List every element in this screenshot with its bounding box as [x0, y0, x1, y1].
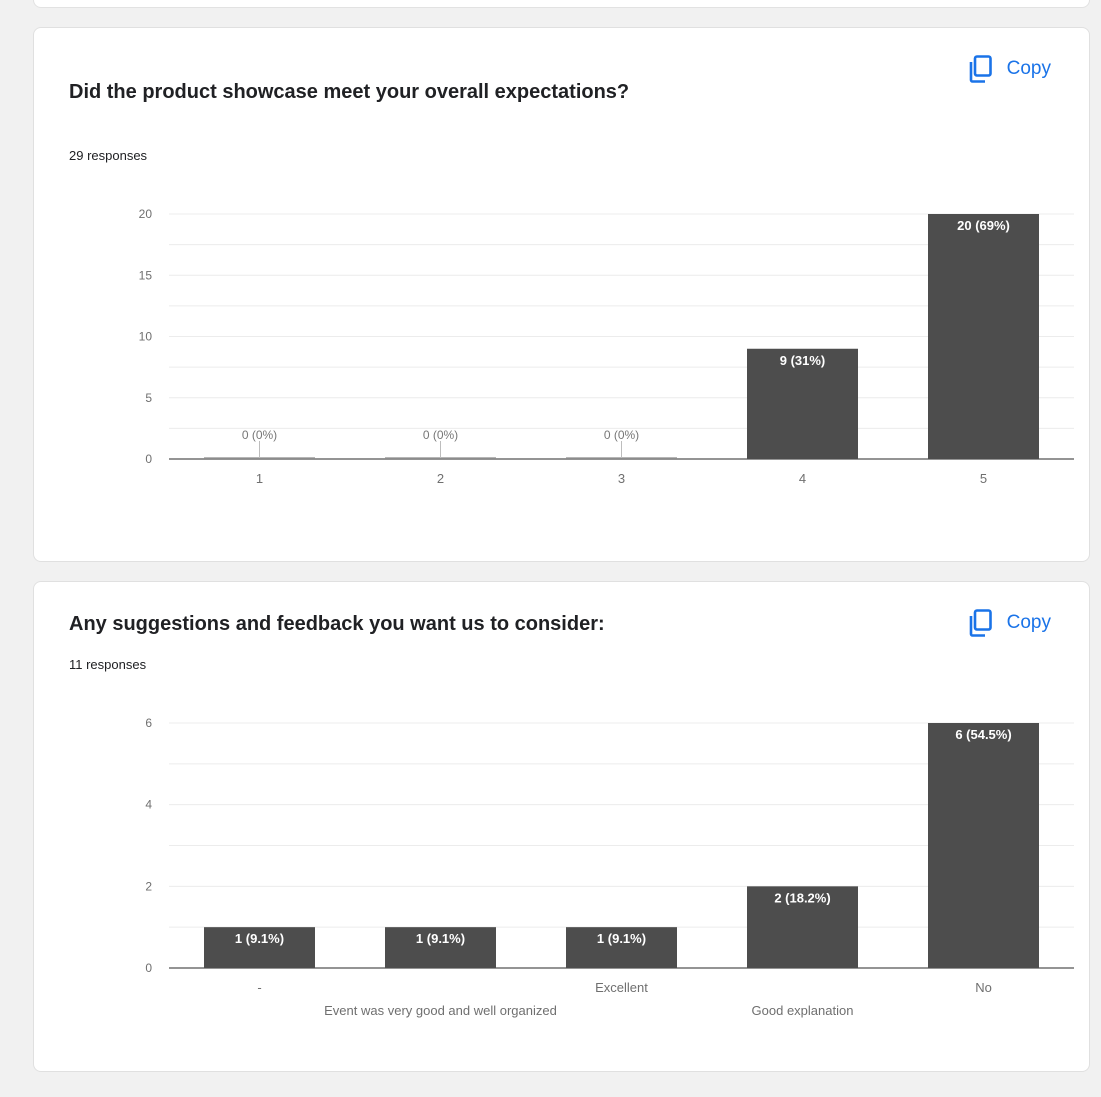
data-label: 0 (0%) [604, 428, 639, 442]
response-count: 29 responses [69, 148, 148, 163]
copy-label: Copy [1006, 58, 1051, 79]
bar [928, 723, 1039, 968]
bar [566, 927, 677, 968]
data-label: 1 (9.1%) [416, 931, 465, 946]
data-label: 6 (54.5%) [955, 727, 1011, 742]
bar-chart-expectations: 0 5 10 15 20 0 (0%) 1 0 (0%) 2 0 (0%) 3 9 (31%) 4 20 … [139, 207, 1074, 486]
y-tick-label: 0 [145, 961, 152, 975]
bar [747, 886, 858, 968]
question-card-expectations: Did the product showcase meet your overa… [33, 27, 1090, 562]
bar-chart-suggestions: 0 2 4 6 1 (9.1%) - 1 (9.1%) Event was very good… [145, 716, 1074, 1018]
data-label: 20 (69%) [957, 218, 1010, 233]
x-tick-label: Good explanation [752, 1003, 854, 1018]
bar [385, 927, 496, 968]
copy-icon [969, 55, 993, 83]
y-tick-label: 10 [139, 330, 153, 344]
y-tick-label: 5 [145, 391, 152, 405]
copy-button[interactable]: Copy [969, 607, 1051, 639]
x-tick-label: 5 [980, 471, 987, 486]
x-tick-label: Excellent [595, 980, 648, 995]
y-tick-label: 4 [145, 798, 152, 812]
y-tick-label: 20 [139, 207, 153, 221]
x-tick-label: No [975, 980, 992, 995]
y-tick-label: 15 [139, 268, 153, 282]
x-tick-label: 2 [437, 471, 444, 486]
x-tick-label: - [257, 980, 261, 995]
x-tick-label: 3 [618, 471, 625, 486]
data-label: 0 (0%) [423, 428, 458, 442]
bar [204, 927, 315, 968]
copy-button[interactable]: Copy [969, 53, 1051, 85]
x-tick-label: 4 [799, 471, 806, 486]
data-label: 1 (9.1%) [597, 931, 646, 946]
bar [928, 214, 1039, 459]
x-tick-label: 1 [256, 471, 263, 486]
question-title: Did the product showcase meet your overa… [69, 81, 630, 103]
copy-label: Copy [1006, 612, 1051, 633]
data-label: 0 (0%) [242, 428, 277, 442]
data-label: 2 (18.2%) [774, 890, 830, 905]
data-label: 1 (9.1%) [235, 931, 284, 946]
response-count: 11 responses [69, 657, 147, 672]
data-label: 9 (31%) [780, 353, 826, 368]
y-tick-label: 2 [145, 879, 152, 893]
question-card-suggestions: Any suggestions and feedback you want us… [33, 581, 1090, 1072]
x-tick-label: Event was very good and well organized [324, 1003, 557, 1018]
bar [747, 348, 858, 459]
copy-icon [969, 609, 993, 637]
question-title: Any suggestions and feedback you want us… [69, 613, 605, 635]
y-tick-label: 0 [145, 452, 152, 466]
y-tick-label: 6 [145, 716, 152, 730]
previous-card-edge [33, 0, 1090, 8]
